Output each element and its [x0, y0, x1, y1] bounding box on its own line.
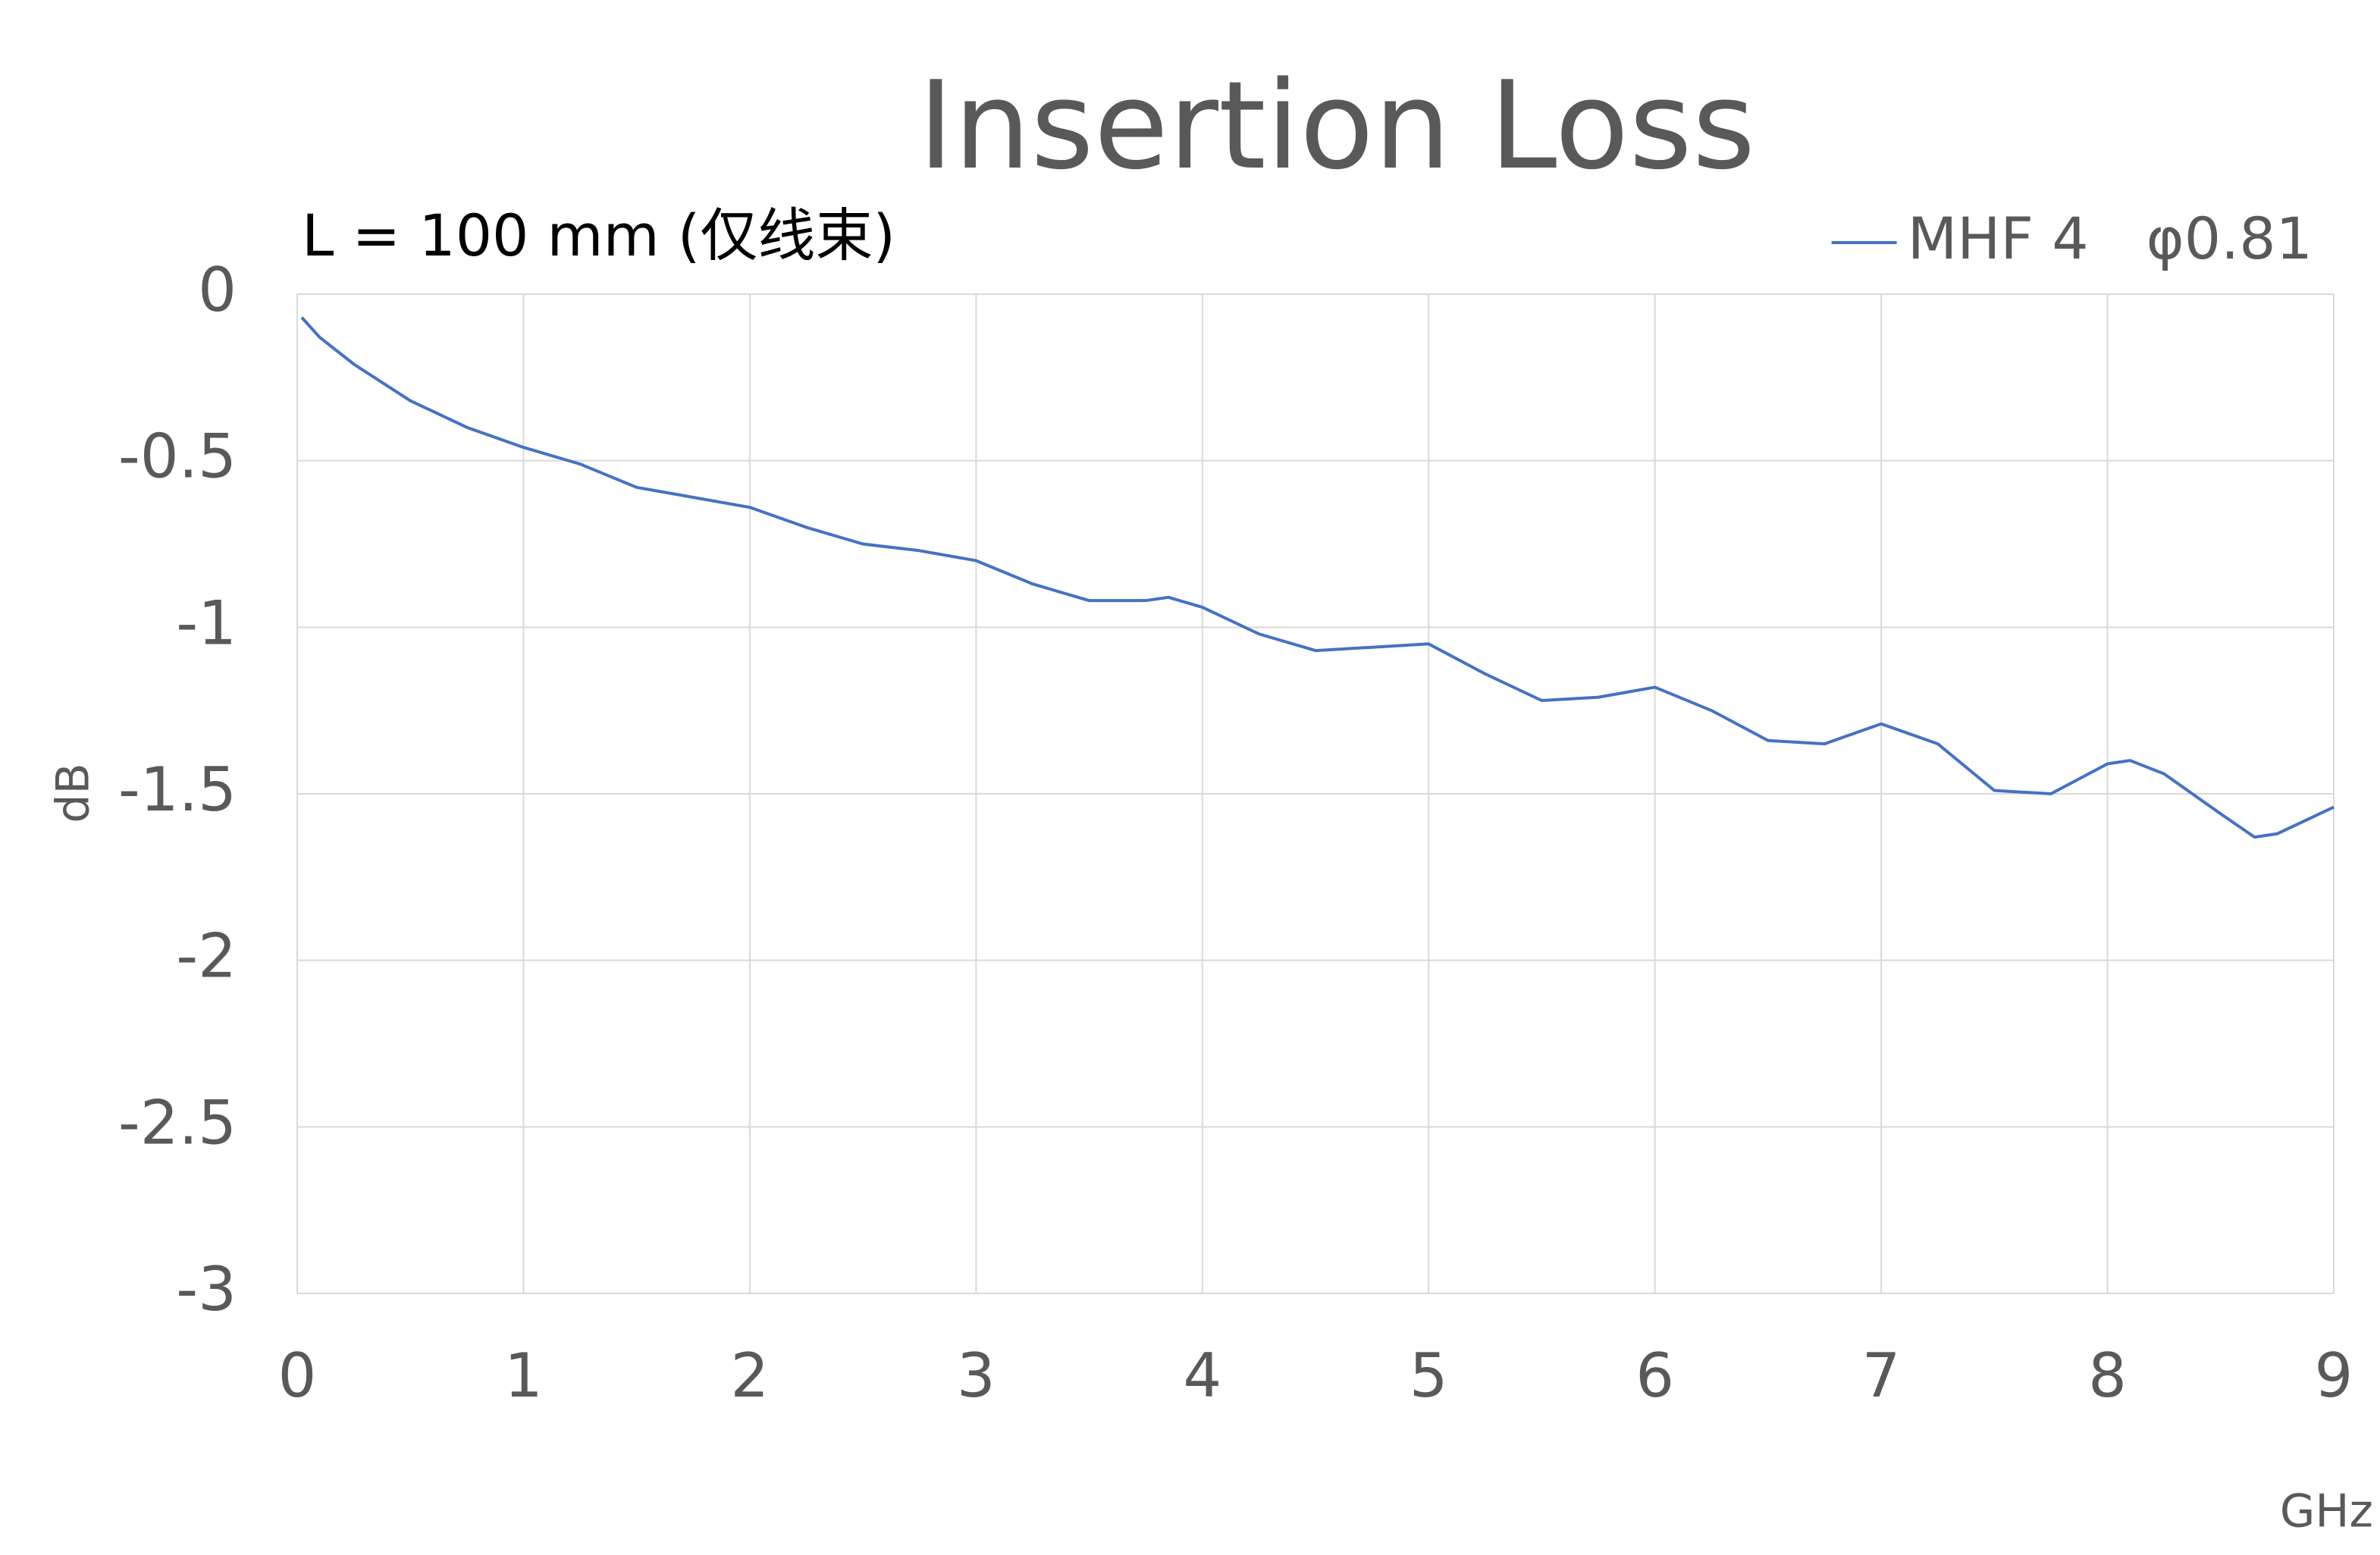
chart-title: Insertion Loss	[918, 55, 1755, 196]
y-tick-label: -1	[176, 588, 237, 658]
x-tick-label: 1	[504, 1340, 543, 1411]
x-tick-label: 6	[1635, 1340, 1674, 1411]
y-tick-label: -3	[176, 1254, 237, 1325]
x-tick-label: 9	[2315, 1340, 2353, 1411]
x-tick-label: 8	[2088, 1340, 2127, 1411]
x-axis-label: GHz	[2280, 1485, 2373, 1538]
x-tick-label: 3	[957, 1340, 996, 1411]
x-tick-label: 7	[1862, 1340, 1901, 1411]
y-tick-label: -2.5	[118, 1087, 237, 1158]
y-tick-label: -1.5	[118, 754, 237, 825]
y-tick-label: 0	[198, 255, 237, 325]
chart-subtitle: L = 100 mm (仅线束)	[302, 202, 895, 269]
legend-label: MHF 4 φ0.81	[1908, 205, 2313, 272]
y-tick-label: -0.5	[118, 422, 237, 492]
y-tick-label: -2	[176, 921, 237, 992]
x-tick-label: 0	[278, 1340, 317, 1411]
x-tick-label: 4	[1183, 1340, 1221, 1411]
x-tick-label: 2	[730, 1340, 769, 1411]
x-tick-label: 5	[1409, 1340, 1448, 1411]
data-line	[300, 316, 2335, 839]
y-axis-label: dB	[47, 763, 100, 823]
